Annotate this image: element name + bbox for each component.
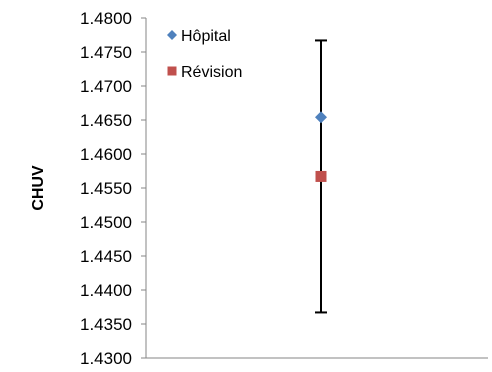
- y-axis-title: CHUV: [30, 165, 47, 211]
- y-tick-label: 1.4450: [80, 247, 132, 266]
- data-point-diamond: [315, 111, 327, 124]
- legend-marker-diamond: [167, 30, 177, 40]
- data-markers: [315, 111, 327, 182]
- legend: Hôpital Révision: [167, 28, 242, 81]
- y-tick-label: 1.4350: [80, 315, 132, 334]
- y-tick-label: 1.4800: [80, 9, 132, 28]
- y-tick-label: 1.4650: [80, 111, 132, 130]
- y-tick-label: 1.4750: [80, 43, 132, 62]
- y-tick-label: 1.4700: [80, 77, 132, 96]
- data-point-square: [315, 170, 327, 182]
- y-tick-label: 1.4500: [80, 213, 132, 232]
- legend-label: Révision: [181, 64, 242, 81]
- y-tick-label: 1.4400: [80, 281, 132, 300]
- y-tick-label: 1.4300: [80, 349, 132, 368]
- y-tick-label: 1.4550: [80, 179, 132, 198]
- legend-marker-square: [167, 66, 177, 76]
- y-tick-label: 1.4600: [80, 145, 132, 164]
- legend-label: Hôpital: [181, 28, 231, 45]
- y-axis: 1.4300 1.4350 1.4400 1.4450 1.4500 1.4550 1.46…: [80, 9, 146, 368]
